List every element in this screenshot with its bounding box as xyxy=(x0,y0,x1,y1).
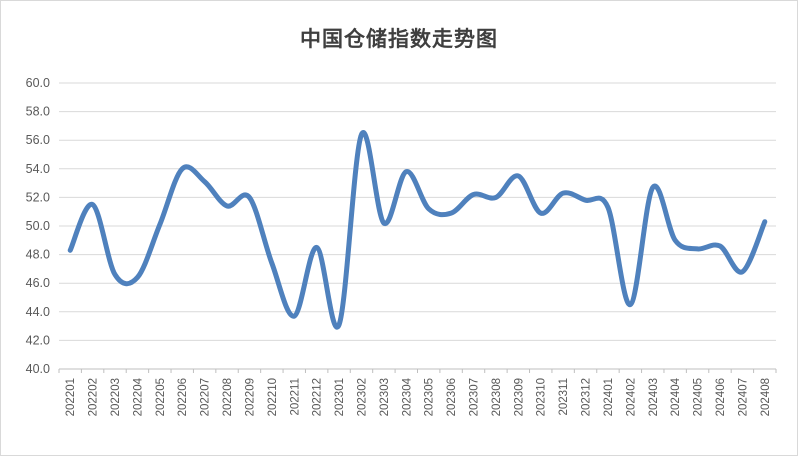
y-axis-label: 46.0 xyxy=(26,276,50,290)
x-axis-label: 202311 xyxy=(558,378,570,416)
y-axis-label: 58.0 xyxy=(26,105,50,119)
x-axis-label: 202307 xyxy=(469,378,481,416)
x-axis-label: 202304 xyxy=(401,377,413,416)
x-axis-label: 202210 xyxy=(267,378,279,416)
x-axis-label: 202203 xyxy=(110,378,122,416)
x-axis-label: 202402 xyxy=(625,378,637,416)
x-axis-label: 202401 xyxy=(603,378,615,416)
y-axis-label: 40.0 xyxy=(26,362,50,376)
x-axis-label: 202312 xyxy=(581,378,593,416)
x-axis-label: 202308 xyxy=(491,378,503,416)
x-axis-label: 202201 xyxy=(65,378,77,416)
x-axis-label: 202404 xyxy=(670,377,682,416)
x-axis-label: 202204 xyxy=(132,377,144,416)
x-axis-label: 202306 xyxy=(446,378,458,416)
y-axis-label: 56.0 xyxy=(26,133,50,147)
x-axis-label: 202407 xyxy=(737,378,749,416)
chart-title: 中国仓储指数走势图 xyxy=(300,27,498,51)
x-axis-label: 202202 xyxy=(88,378,100,416)
x-axis-label: 202211 xyxy=(289,378,301,416)
x-axis-label: 202405 xyxy=(693,378,705,416)
x-axis-label: 202205 xyxy=(155,378,167,416)
y-axis-label: 54.0 xyxy=(26,162,50,176)
y-axis-label: 60.0 xyxy=(26,76,50,90)
x-axis-label: 202310 xyxy=(536,378,548,416)
x-axis-label: 202303 xyxy=(379,378,391,416)
x-axis-label: 202302 xyxy=(356,378,368,416)
y-axis-label: 48.0 xyxy=(26,248,50,262)
y-axis-label: 44.0 xyxy=(26,305,50,319)
x-axis-label: 202209 xyxy=(244,378,256,416)
x-axis-label: 202207 xyxy=(200,378,212,416)
x-axis-label: 202206 xyxy=(177,378,189,416)
x-axis-label: 202309 xyxy=(513,378,525,416)
x-axis-label: 202301 xyxy=(334,378,346,416)
y-axis-label: 42.0 xyxy=(26,333,50,347)
x-axis-label: 202403 xyxy=(648,378,660,416)
x-axis-label: 202406 xyxy=(715,378,727,416)
x-axis-label: 202212 xyxy=(312,378,324,416)
x-axis-label: 202408 xyxy=(760,378,772,416)
y-axis-label: 52.0 xyxy=(26,190,50,204)
index-line xyxy=(67,130,768,330)
y-axis-label: 50.0 xyxy=(26,219,50,233)
x-axis-label: 202208 xyxy=(222,378,234,416)
x-axis-label: 202305 xyxy=(424,378,436,416)
